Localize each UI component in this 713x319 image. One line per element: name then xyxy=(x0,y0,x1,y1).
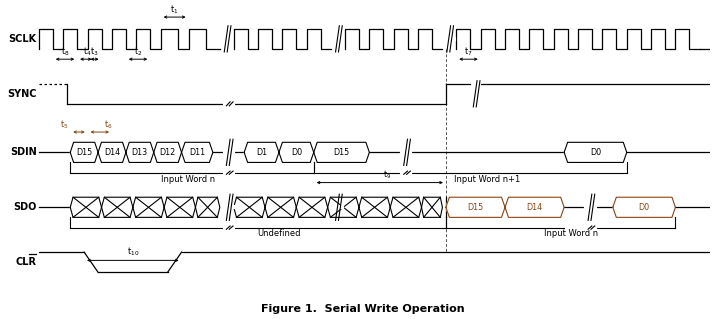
Text: SCLK: SCLK xyxy=(9,34,37,44)
Text: D1: D1 xyxy=(256,148,267,157)
Text: Input Word n+1: Input Word n+1 xyxy=(454,174,520,183)
Text: t$_9$: t$_9$ xyxy=(383,169,391,181)
Polygon shape xyxy=(421,197,442,217)
Polygon shape xyxy=(154,142,182,162)
Text: D0: D0 xyxy=(291,148,302,157)
Text: t$_4$: t$_4$ xyxy=(83,45,92,58)
Polygon shape xyxy=(101,197,133,217)
Text: t$_7$: t$_7$ xyxy=(464,45,473,58)
Text: D15: D15 xyxy=(467,203,483,212)
Text: D14: D14 xyxy=(526,203,543,212)
Text: t$_{10}$: t$_{10}$ xyxy=(127,246,139,258)
Polygon shape xyxy=(244,142,279,162)
Text: Input Word n: Input Word n xyxy=(161,174,215,183)
Text: D14: D14 xyxy=(104,148,120,157)
Polygon shape xyxy=(446,197,505,217)
Polygon shape xyxy=(182,142,213,162)
Polygon shape xyxy=(98,142,126,162)
Text: D15: D15 xyxy=(334,148,349,157)
Text: D13: D13 xyxy=(132,148,148,157)
Text: D15: D15 xyxy=(76,148,92,157)
Polygon shape xyxy=(297,197,328,217)
Polygon shape xyxy=(359,197,390,217)
Polygon shape xyxy=(279,142,314,162)
Polygon shape xyxy=(164,197,195,217)
Text: D0: D0 xyxy=(639,203,650,212)
Text: t$_6$: t$_6$ xyxy=(104,118,113,131)
Polygon shape xyxy=(328,197,359,217)
Polygon shape xyxy=(314,142,369,162)
Text: D0: D0 xyxy=(590,148,601,157)
Text: t$_2$: t$_2$ xyxy=(134,45,143,58)
Polygon shape xyxy=(195,197,220,217)
Polygon shape xyxy=(234,197,265,217)
Polygon shape xyxy=(564,142,627,162)
Text: Undefined: Undefined xyxy=(257,229,301,238)
Polygon shape xyxy=(126,142,154,162)
Text: SDIN: SDIN xyxy=(10,147,37,157)
Text: SDO: SDO xyxy=(14,202,37,212)
Text: Figure 1.  Serial Write Operation: Figure 1. Serial Write Operation xyxy=(260,304,464,315)
Polygon shape xyxy=(613,197,675,217)
Polygon shape xyxy=(265,197,297,217)
Polygon shape xyxy=(71,197,101,217)
Text: D11: D11 xyxy=(189,148,205,157)
Text: t$_5$: t$_5$ xyxy=(61,118,69,131)
Text: CLR: CLR xyxy=(16,257,37,267)
Polygon shape xyxy=(133,197,164,217)
Polygon shape xyxy=(71,142,98,162)
Text: t$_1$: t$_1$ xyxy=(170,4,179,16)
Text: t$_3$: t$_3$ xyxy=(91,45,99,58)
Text: SYNC: SYNC xyxy=(7,89,37,99)
Polygon shape xyxy=(505,197,564,217)
Text: D12: D12 xyxy=(160,148,176,157)
Polygon shape xyxy=(390,197,421,217)
Text: t$_8$: t$_8$ xyxy=(61,45,69,58)
Text: Input Word n: Input Word n xyxy=(544,229,598,238)
